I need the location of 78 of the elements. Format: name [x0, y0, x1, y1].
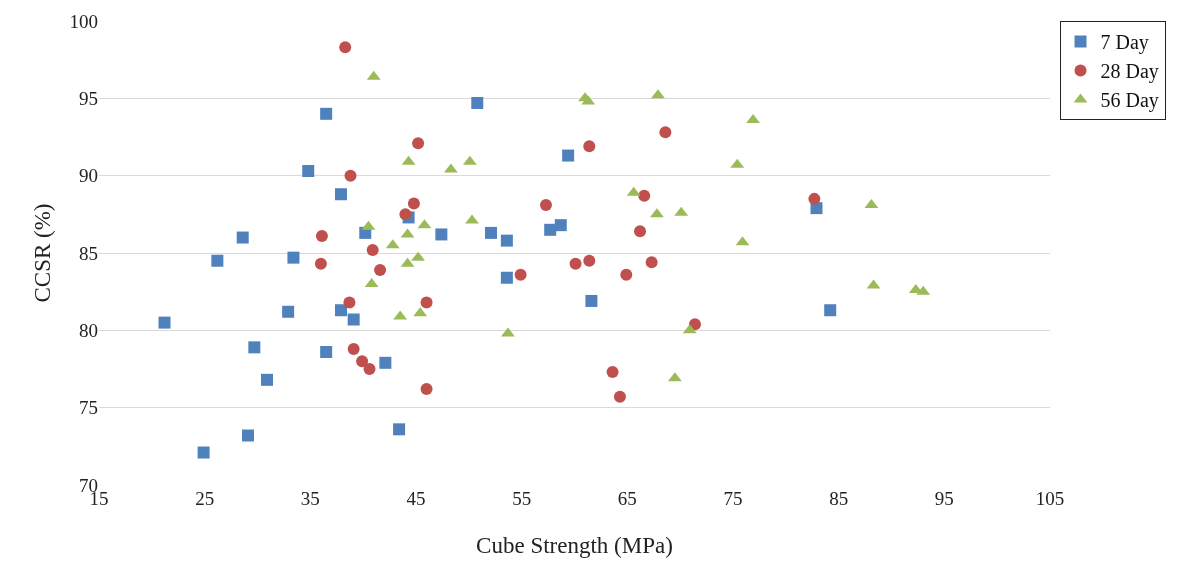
point: [485, 226, 498, 239]
point: [302, 165, 315, 178]
point: [562, 149, 575, 162]
point: [356, 355, 369, 368]
point: [514, 268, 527, 281]
point: [374, 264, 387, 276]
point: [500, 271, 513, 284]
point: [651, 89, 665, 99]
point: [613, 390, 626, 403]
point: [471, 96, 484, 109]
point: [688, 318, 701, 331]
point: [539, 199, 552, 212]
legend-label: 28 Day: [1100, 60, 1159, 84]
point: [282, 305, 295, 318]
point: [569, 257, 582, 270]
point: [393, 423, 406, 436]
y-axis-title: CCSR (%): [29, 203, 55, 303]
point: [334, 188, 347, 201]
point: [420, 383, 433, 396]
point: [585, 294, 598, 307]
point: [344, 169, 357, 182]
point: [339, 41, 352, 54]
x-tick-label: 45: [406, 488, 426, 509]
x-tick-label: 55: [512, 488, 532, 509]
point: [659, 126, 672, 139]
y-tick-label: 95: [79, 87, 98, 109]
point: [544, 223, 557, 236]
point: [343, 296, 356, 309]
x-tick-label: 35: [300, 488, 320, 509]
y-tick-label: 100: [69, 10, 98, 32]
x-tick-label: 105: [1035, 488, 1065, 509]
y-tick-label: 90: [79, 165, 98, 187]
point: [314, 257, 327, 270]
point: [420, 296, 433, 309]
x-tick-label: 65: [617, 488, 637, 509]
point: [435, 228, 448, 241]
point: [363, 363, 376, 375]
point: [583, 254, 596, 267]
point: [638, 189, 651, 202]
point: [347, 342, 360, 355]
point: [645, 256, 658, 269]
point: [236, 231, 249, 244]
point: [379, 356, 392, 369]
x-axis-title: Cube Strength (MPa): [476, 532, 673, 558]
point: [606, 366, 619, 379]
point: [634, 225, 647, 238]
point: [248, 341, 261, 354]
point: [158, 316, 171, 329]
point: [500, 234, 513, 247]
point: [320, 107, 333, 120]
x-tick-label: 75: [723, 488, 743, 509]
point: [620, 268, 633, 281]
point: [412, 137, 425, 150]
point: [583, 140, 596, 153]
y-tick-label: 85: [79, 242, 98, 264]
point: [211, 254, 224, 267]
point: [197, 446, 210, 459]
x-tick-label: 95: [934, 488, 954, 509]
point: [824, 304, 837, 317]
point: [320, 345, 333, 358]
point: [287, 251, 300, 264]
point: [241, 429, 254, 442]
point: [465, 214, 479, 224]
legend-label: 56 Day: [1100, 89, 1159, 113]
y-tick-label: 80: [79, 319, 98, 341]
point: [407, 197, 420, 210]
legend-label: 7 Day: [1100, 31, 1149, 55]
point: [554, 219, 567, 232]
point: [808, 192, 821, 205]
point: [366, 243, 379, 256]
y-tick-label: 75: [79, 397, 98, 419]
point: [315, 229, 328, 242]
x-tick-label: 85: [829, 488, 849, 509]
point: [347, 313, 360, 326]
point: [334, 304, 347, 317]
point: [501, 327, 515, 337]
x-tick-label: 25: [195, 488, 215, 509]
point: [261, 373, 274, 386]
